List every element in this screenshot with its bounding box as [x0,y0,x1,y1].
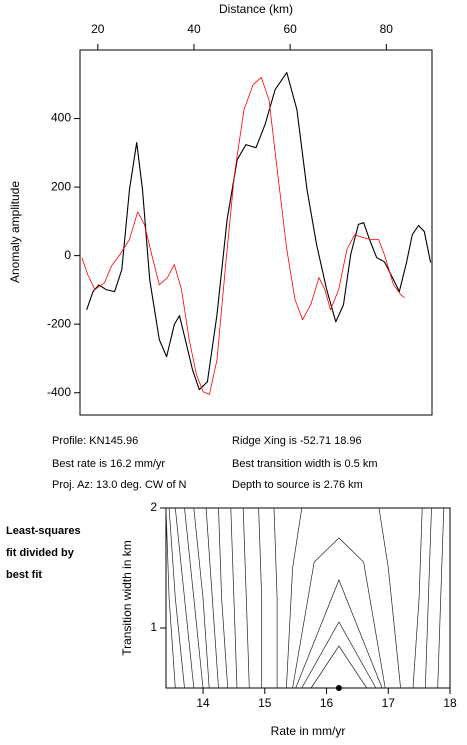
contour-line [242,507,250,689]
contour-line [168,507,185,689]
x-tick-label: 20 [91,22,105,36]
contour-line [205,507,219,689]
note: best fit [6,569,42,581]
x-tick-label: 17 [382,696,396,710]
x-tick-label: 16 [320,696,334,710]
contour-line [174,507,195,689]
contour-line [292,537,386,689]
info: Profile: KN145.96 [52,435,138,447]
contour-line [301,621,377,689]
data-line [81,77,405,395]
contour-line [286,507,303,689]
y-tick-label: 2 [150,500,157,514]
note: Least-squares [6,525,81,537]
contour-line [230,507,238,689]
info: Proj. Az: 13.0 deg. CW of N [52,479,187,491]
y-tick-label: -200 [47,316,71,330]
contour-line [412,507,423,689]
contour-line [378,507,401,689]
x-tick-label: 40 [187,22,201,36]
y-tick-label: 1 [150,620,157,634]
y-tick-label: -400 [47,385,71,399]
x-axis-title: Rate in mm/yr [271,724,346,738]
best-fit-point [335,685,342,691]
y-tick-label: 400 [51,111,71,125]
x-tick-label: 60 [283,22,297,36]
plot-frame [79,49,433,416]
info: Depth to source is 2.76 km [232,479,363,491]
data-line [86,72,432,391]
y-axis-title: Anomaly amplitude [8,181,22,283]
contour-line [424,507,432,689]
x-tick-label: 18 [443,696,457,710]
contour-line [273,507,278,688]
x-tick-label: 80 [380,22,394,36]
info: Best rate is 16.2 mm/yr [52,458,165,470]
contour-line [437,507,445,689]
note: fit divided by [6,547,75,559]
x-tick-label: 14 [196,696,210,710]
info: Ridge Xing is -52.71 18.96 [232,435,362,447]
contour-line [184,507,204,689]
contour-frame [165,507,451,689]
x-tick-label: 15 [258,696,272,710]
info: Best transition width is 0.5 km [232,458,378,470]
contour-line [258,507,263,688]
y-tick-label: 200 [51,179,71,193]
contour-line [295,579,383,689]
contour-line [165,507,176,689]
y-tick-label: 0 [64,248,71,262]
contour-line [193,507,210,689]
contour-line [310,645,367,689]
x-axis-title: Distance (km) [219,2,293,16]
y-axis-title: Transition width in km [120,540,134,656]
contour-line [218,507,229,689]
